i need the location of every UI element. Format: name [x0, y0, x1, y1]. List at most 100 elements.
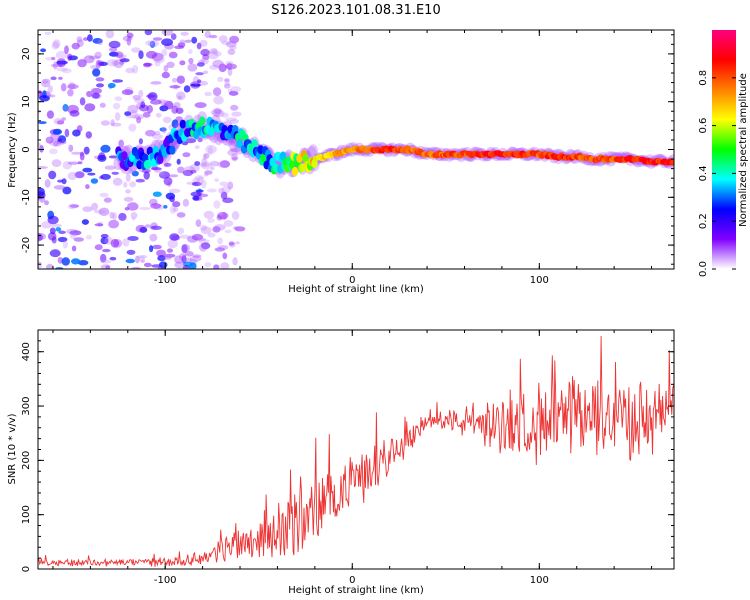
colorbar-tick-label: 0.6: [698, 118, 709, 134]
spectrogram-ridge-halo: [228, 137, 239, 152]
spectrogram-noise-blob: [57, 138, 62, 143]
spectrogram-noise-blob: [95, 59, 102, 69]
spectrogram-noise-blob: [119, 61, 125, 65]
spectrogram-noise-blob: [217, 245, 229, 250]
spectrogram-noise-blob: [40, 48, 47, 53]
spectrogram-noise-blob: [61, 117, 67, 121]
spectrogram-noise-blob: [199, 39, 208, 47]
spectrogram-noise-blob: [184, 251, 194, 257]
spectrogram-ridge-cell: [670, 158, 674, 165]
spectrogram-noise-blob: [52, 128, 63, 135]
snr-background: [38, 330, 674, 569]
colorbar: 0.0 0.2 0.4 0.6 0.8 Normalized spectral ampl…: [698, 30, 749, 277]
spectrogram-noise-blob: [102, 248, 111, 253]
spectrogram-noise-blob: [67, 172, 78, 180]
spectrogram-noise-blob: [201, 157, 208, 167]
spectrogram-y-ticks: -20 -10 0 10 20: [21, 34, 674, 265]
spectrogram-noise-blob: [121, 89, 134, 96]
spectrogram-noise-blob: [79, 97, 86, 106]
x-tick-label: 0: [349, 275, 355, 286]
spectrogram-noise-blob: [126, 249, 136, 255]
spectrogram-noise-blob: [196, 42, 202, 50]
spectrogram-noise-blob: [182, 169, 194, 177]
spectrogram-noise-blob: [58, 76, 63, 80]
spectrogram-noise-blob: [187, 235, 198, 243]
spectrogram-noise-blob: [212, 59, 224, 68]
spectrogram-noise-blob: [214, 224, 226, 231]
spectrogram-noise-blob: [100, 144, 111, 153]
spectrogram-noise-blob: [200, 226, 212, 235]
spectrogram-noise-blob: [228, 90, 239, 96]
spectrogram-noise-blob: [224, 78, 230, 83]
y-tick-label: 200: [21, 451, 32, 470]
spectrogram-noise-blob: [140, 101, 146, 109]
spectrogram-noise-blob: [150, 225, 163, 230]
spectrogram-noise-blob: [189, 164, 200, 172]
spectrogram-noise-blob: [92, 38, 103, 44]
colorbar-ticks: 0.0 0.2 0.4 0.6 0.8: [698, 70, 736, 277]
spectrogram-noise-blob: [55, 50, 68, 60]
spectrogram-noise-blob: [225, 41, 237, 48]
spectrogram-ridge-cell: [169, 145, 176, 155]
spectrogram-noise-blob: [227, 67, 233, 76]
spectrogram-noise-blob: [212, 48, 218, 56]
spectrogram-noise-blob: [176, 158, 181, 165]
spectrogram-noise-blob: [218, 35, 228, 43]
spectrogram-noise-blob: [64, 128, 70, 138]
spectrogram-noise-blob: [83, 146, 90, 155]
spectrogram-noise-blob: [146, 50, 158, 59]
spectrogram-noise-blob: [227, 48, 236, 56]
spectrogram-noise-blob: [129, 181, 137, 188]
spectrogram-noise-blob: [130, 212, 138, 219]
colorbar-tick-label: 0.8: [698, 70, 709, 86]
spectrogram-noise-blob: [111, 171, 119, 175]
spectrogram-noise-blob: [52, 61, 58, 70]
spectrogram-noise-blob: [42, 78, 52, 82]
spectrogram-noise-blob: [222, 212, 227, 220]
spectrogram-noise-blob: [104, 165, 117, 170]
spectrogram-noise-blob: [45, 136, 54, 144]
spectrogram-noise-blob: [202, 153, 207, 161]
spectrogram-noise-blob: [221, 40, 231, 45]
spectrogram-noise-blob: [118, 139, 124, 148]
spectrogram-noise-blob: [154, 130, 161, 136]
spectrogram-noise-blob: [100, 120, 110, 126]
spectrogram-noise-blob: [207, 232, 216, 238]
spectrogram-noise-blob: [51, 56, 56, 61]
spectrogram-noise-blob: [149, 40, 156, 48]
spectrogram-noise-blob: [125, 67, 135, 74]
spectrogram-noise-blob: [127, 104, 139, 114]
spectrogram-noise-blob: [100, 173, 111, 180]
y-tick-label: 400: [21, 342, 32, 361]
spectrogram-noise-blob: [195, 72, 204, 76]
spectrogram-noise-blob: [58, 230, 66, 234]
spectrogram-noise-blob: [150, 81, 162, 85]
spectrogram-noise-blob: [153, 204, 165, 210]
spectrogram-noise-blob: [212, 87, 222, 97]
spectrogram-noise-blob: [49, 227, 56, 235]
spectrogram-noise-blob: [163, 162, 172, 167]
spectrogram-noise-blob: [152, 191, 162, 197]
spectrogram-noise-blob: [182, 244, 191, 253]
spectrogram-noise-blob: [181, 255, 187, 264]
spectrogram-noise-blob: [38, 121, 47, 125]
snr-x-ticks: -100 0 100: [52, 330, 653, 586]
spectrogram-noise-blob: [100, 233, 109, 239]
spectrogram-noise-blob: [47, 215, 59, 225]
spectrogram-noise-blob: [177, 95, 182, 100]
spectrogram-noise-blob: [123, 181, 128, 188]
spectrogram-noise-blob: [216, 215, 223, 221]
y-tick-label: 100: [21, 505, 32, 524]
spectrogram-noise-blob: [150, 203, 162, 209]
spectrogram-noise-blob: [91, 92, 100, 99]
spectrogram-noise-blob: [110, 238, 120, 248]
spectrogram-noise-blob: [82, 206, 93, 213]
spectrogram-noise-blob: [223, 83, 231, 89]
spectrogram-noise-blob: [163, 205, 168, 209]
spectrogram-noise-blob: [87, 34, 93, 42]
spectrogram-noise-blob: [55, 227, 62, 232]
spectrogram-noise-blob: [149, 198, 158, 206]
spectrogram-noise-blob: [44, 179, 51, 188]
spectrogram-noise-blob: [69, 230, 76, 240]
